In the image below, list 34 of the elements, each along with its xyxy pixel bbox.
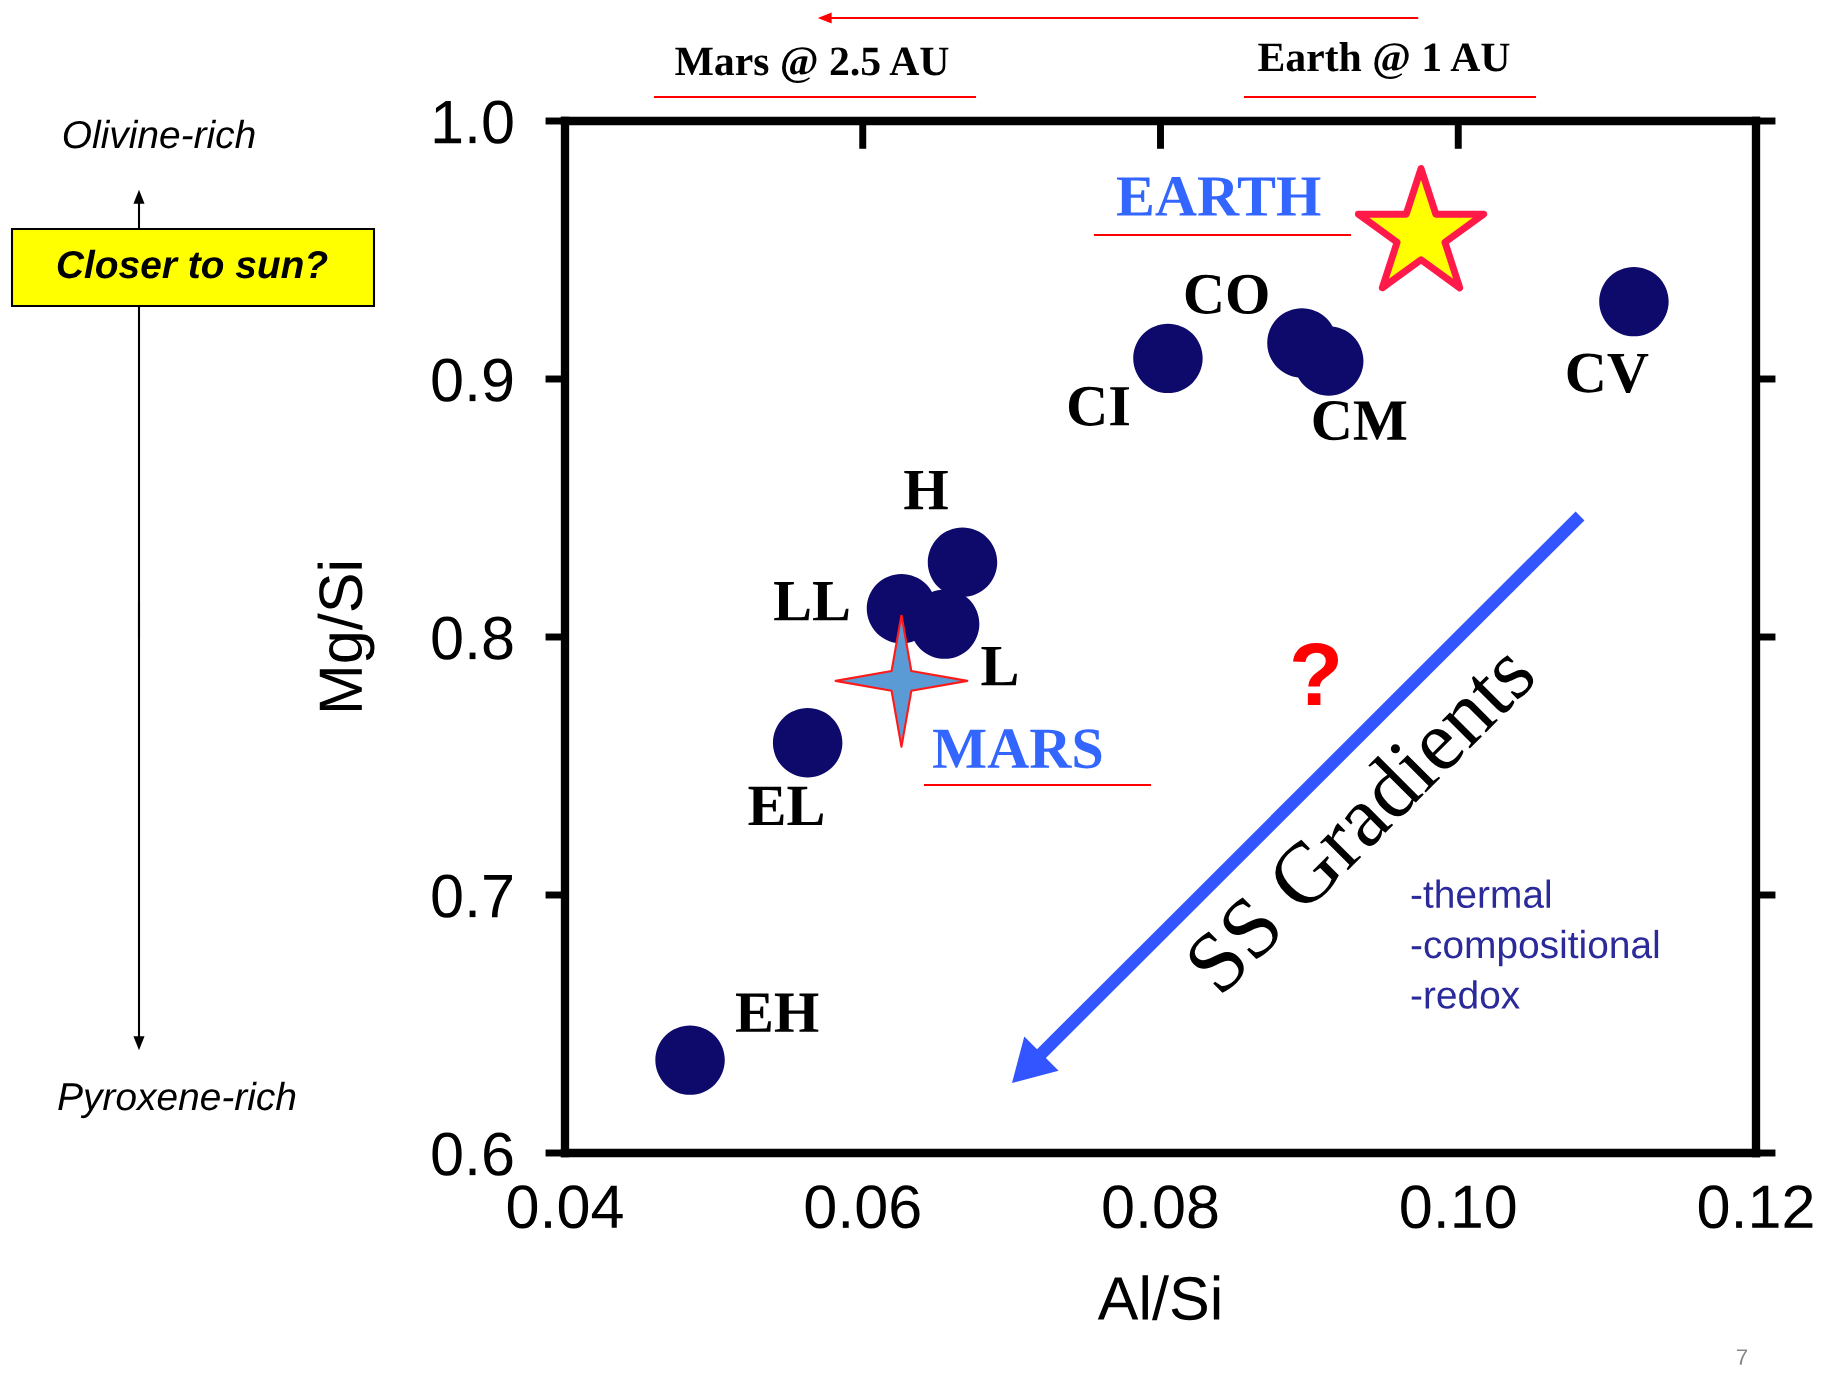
y-tick-label: 0.7	[432, 874, 512, 918]
x-tick-label: 0.08	[1103, 1185, 1218, 1229]
annotation: LL	[774, 582, 849, 621]
annotation: L	[981, 646, 1017, 686]
text: 7	[1736, 1349, 1748, 1365]
text: Earth @ 1 AU	[1258, 42, 1510, 79]
point	[1133, 323, 1203, 394]
x-tick-label: 0.10	[1401, 1185, 1516, 1229]
x-tick-label: 0.06	[805, 1185, 920, 1229]
text: Pyroxene-rich	[58, 1081, 296, 1119]
y-tick-label: 0.8	[432, 616, 513, 660]
series-label: EARTH	[1116, 177, 1321, 216]
point	[655, 1025, 725, 1095]
annotation: EH	[735, 993, 819, 1032]
series-label: MARS	[933, 729, 1102, 769]
text: Closer to sun?	[57, 249, 328, 279]
annotation: CI	[1068, 386, 1129, 426]
annotation: CO	[1185, 274, 1268, 314]
text: Mars @ 2.5 AU	[675, 47, 949, 83]
x-tick-label: 0.04	[507, 1185, 623, 1229]
x-axis-title: Al/Si	[1097, 1275, 1220, 1321]
point	[927, 527, 998, 597]
annotation: H	[904, 470, 948, 510]
y-tick-label: 1.0	[434, 100, 513, 144]
x-tick-label: 0.12	[1698, 1185, 1813, 1229]
point	[772, 708, 843, 778]
y-axis-title: Mg/Si	[317, 563, 375, 711]
y-tick-label: 0.9	[432, 358, 513, 402]
text: Olivine-rich	[63, 119, 255, 149]
annotation: CM	[1313, 401, 1407, 441]
point	[1599, 266, 1669, 337]
y-tick-label: 0.6	[432, 1132, 513, 1176]
annotation: CV	[1567, 353, 1649, 393]
annotation: EL	[748, 786, 823, 826]
